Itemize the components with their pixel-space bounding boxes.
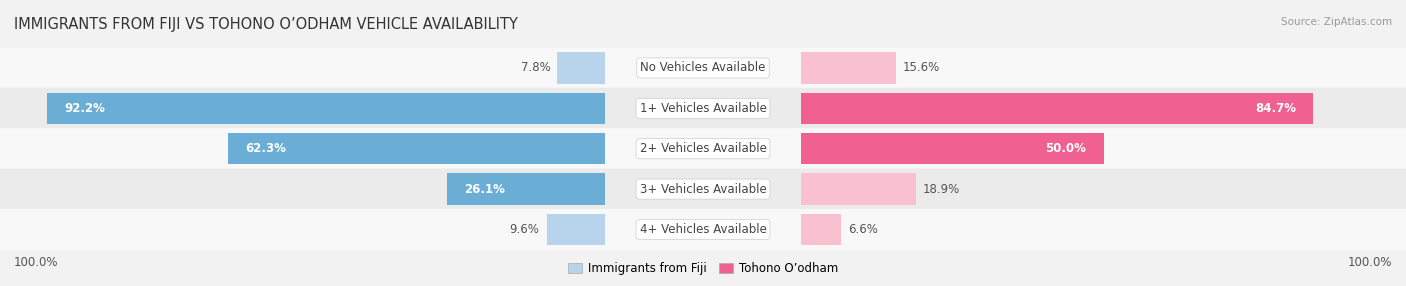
Text: No Vehicles Available: No Vehicles Available (640, 61, 766, 74)
Text: 9.6%: 9.6% (509, 223, 540, 236)
Text: 1+ Vehicles Available: 1+ Vehicles Available (640, 102, 766, 115)
Bar (48, 93, 605, 124)
Text: 3+ Vehicles Available: 3+ Vehicles Available (640, 182, 766, 196)
Text: 26.1%: 26.1% (464, 182, 505, 196)
Text: IMMIGRANTS FROM FIJI VS TOHONO O’ODHAM VEHICLE AVAILABILITY: IMMIGRANTS FROM FIJI VS TOHONO O’ODHAM V… (14, 17, 517, 32)
Text: 2+ Vehicles Available: 2+ Vehicles Available (640, 142, 766, 155)
Legend: Immigrants from Fiji, Tohono O’odham: Immigrants from Fiji, Tohono O’odham (564, 258, 842, 280)
FancyBboxPatch shape (0, 88, 1406, 129)
Bar (557, 52, 605, 84)
FancyBboxPatch shape (0, 128, 1406, 169)
Text: 4+ Vehicles Available: 4+ Vehicles Available (640, 223, 766, 236)
Text: 18.9%: 18.9% (922, 182, 960, 196)
Bar (801, 214, 841, 245)
Bar (547, 214, 605, 245)
Bar (801, 133, 1104, 164)
Bar (447, 173, 605, 205)
Text: 50.0%: 50.0% (1045, 142, 1087, 155)
Text: 100.0%: 100.0% (14, 256, 59, 269)
FancyBboxPatch shape (0, 209, 1406, 250)
Bar (228, 133, 605, 164)
Bar (801, 93, 1313, 124)
Bar (801, 52, 896, 84)
Text: 15.6%: 15.6% (903, 61, 941, 74)
Text: 92.2%: 92.2% (65, 102, 105, 115)
Text: 62.3%: 62.3% (246, 142, 287, 155)
FancyBboxPatch shape (0, 168, 1406, 210)
Bar (801, 173, 915, 205)
Text: 100.0%: 100.0% (1347, 256, 1392, 269)
Text: 6.6%: 6.6% (848, 223, 879, 236)
FancyBboxPatch shape (0, 47, 1406, 89)
Text: 84.7%: 84.7% (1256, 102, 1296, 115)
Text: 7.8%: 7.8% (520, 61, 550, 74)
Text: Source: ZipAtlas.com: Source: ZipAtlas.com (1281, 17, 1392, 27)
